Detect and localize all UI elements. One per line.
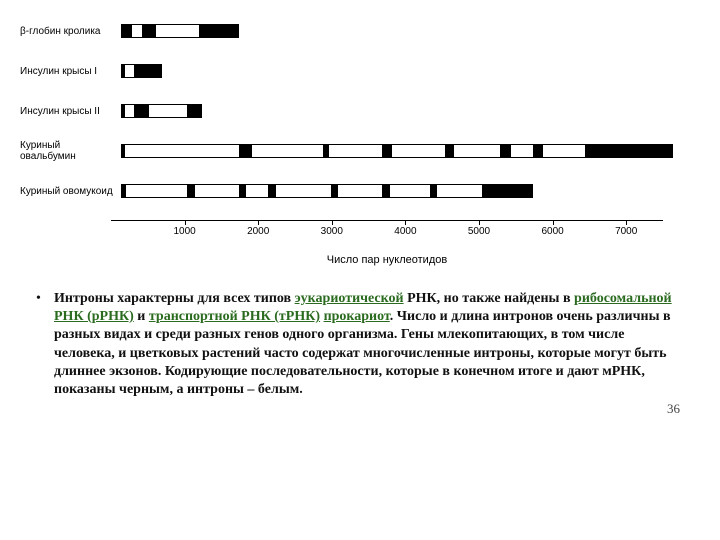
- gene-row: Куриный овальбумин: [20, 140, 690, 162]
- axis-tick: [553, 220, 554, 225]
- axis-tick: [405, 220, 406, 225]
- gene-label: β-глобин кролика: [20, 26, 121, 37]
- exon-segment: [121, 184, 126, 198]
- axis-tick-label: 3000: [321, 226, 343, 237]
- caption-paragraph: • Интроны характерны для всех типов эука…: [36, 290, 684, 399]
- gene-track: [121, 20, 690, 42]
- exon-segment: [500, 144, 511, 158]
- axis-tick: [258, 220, 259, 225]
- exon-segment: [134, 104, 149, 118]
- exon-segment: [533, 144, 543, 158]
- axis-tick-label: 6000: [541, 226, 563, 237]
- exon-segment: [142, 24, 156, 38]
- gene-label: Инсулин крысы I: [20, 66, 121, 77]
- exon-segment: [134, 64, 162, 78]
- exon-segment: [331, 184, 338, 198]
- exon-segment: [187, 184, 194, 198]
- gene-row: Куриный овомукоид: [20, 180, 690, 202]
- gene-label: Куриный овальбумин: [20, 140, 121, 162]
- exon-segment: [121, 24, 132, 38]
- gene-label: Куриный овомукоид: [20, 186, 121, 197]
- exon-segment: [239, 144, 252, 158]
- gene-track: [121, 60, 690, 82]
- exon-segment: [268, 184, 275, 198]
- gene-label: Инсулин крысы II: [20, 106, 121, 117]
- axis-tick: [479, 220, 480, 225]
- exon-segment: [199, 24, 239, 38]
- exon-segment: [187, 104, 202, 118]
- gene-row: β-глобин кролика: [20, 20, 690, 42]
- axis-tick-label: 1000: [173, 226, 195, 237]
- exon-segment: [382, 144, 392, 158]
- bullet-dot: •: [36, 290, 54, 399]
- axis-title: Число пар нуклеотидов: [111, 254, 663, 266]
- gene-track: [121, 140, 690, 162]
- axis-tick-label: 7000: [615, 226, 637, 237]
- caption-text: Интроны характерны для всех типов эукари…: [54, 290, 684, 399]
- x-axis: 1000 2000 3000 4000 5000 6000 7000: [111, 220, 710, 250]
- exon-segment: [382, 184, 389, 198]
- axis-tick-label: 4000: [394, 226, 416, 237]
- axis-tick: [626, 220, 627, 225]
- exon-segment: [445, 144, 454, 158]
- gene-track: [121, 100, 690, 122]
- axis-tick-label: 2000: [247, 226, 269, 237]
- gene-structure-diagram: β-глобин кролика Инсулин крысы I Инсулин к…: [10, 10, 710, 202]
- exon-segment: [121, 64, 125, 78]
- gene-track: [121, 180, 690, 202]
- exon-segment: [121, 144, 125, 158]
- exon-segment: [239, 184, 246, 198]
- exon-segment: [585, 144, 673, 158]
- exon-segment: [121, 104, 125, 118]
- exon-segment: [430, 184, 437, 198]
- exon-segment: [482, 184, 534, 198]
- axis-tick: [185, 220, 186, 225]
- axis-tick-label: 5000: [468, 226, 490, 237]
- gene-row: Инсулин крысы I: [20, 60, 690, 82]
- axis-line: [111, 220, 663, 221]
- axis-tick: [332, 220, 333, 225]
- gene-row: Инсулин крысы II: [20, 100, 690, 122]
- exon-segment: [323, 144, 329, 158]
- page-number: 36: [10, 401, 710, 417]
